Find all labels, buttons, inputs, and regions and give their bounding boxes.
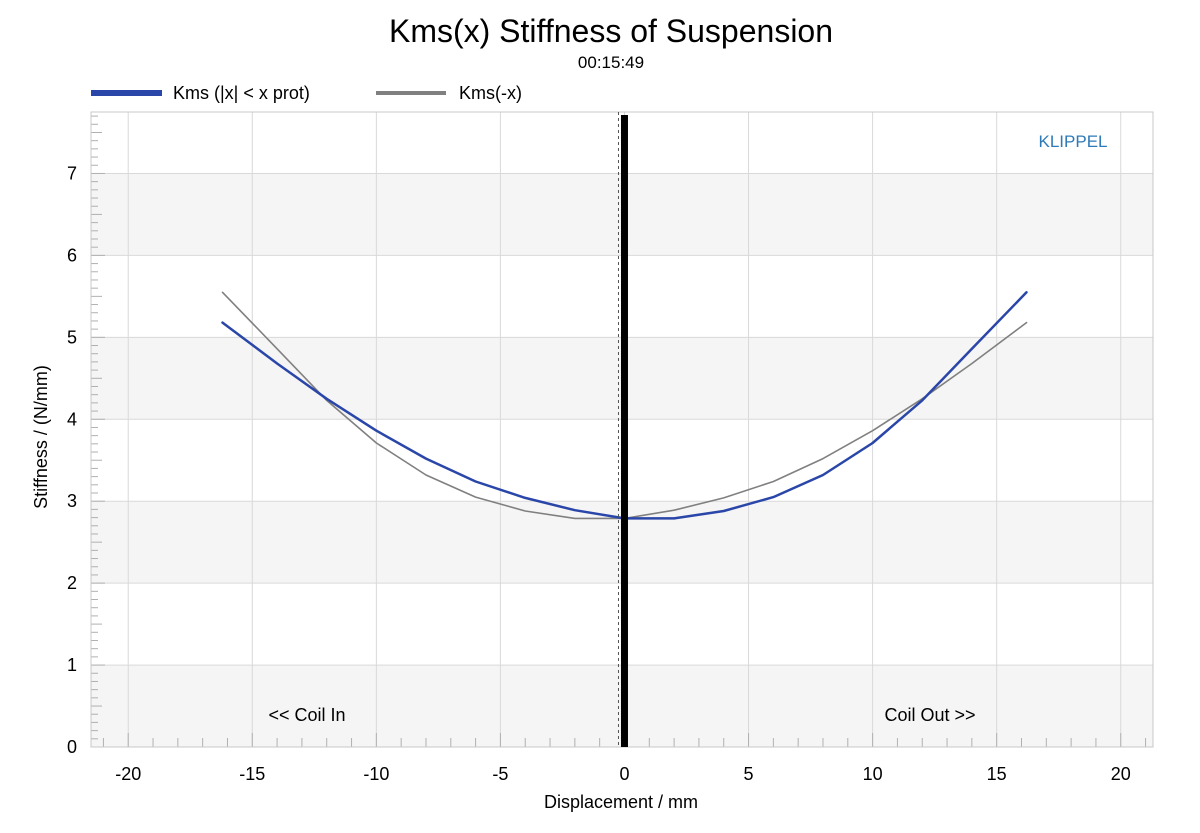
y-tick-label: 7: [67, 163, 77, 183]
y-tick-label: 2: [67, 573, 77, 593]
legend-label-kms: Kms (|x| < x prot): [173, 83, 310, 103]
chart-subtitle: 00:15:49: [578, 53, 644, 72]
legend: Kms (|x| < x prot) Kms(-x): [91, 83, 522, 103]
x-tick-label: 0: [619, 764, 629, 784]
x-tick-label: -10: [363, 764, 389, 784]
annotation-coil-in: << Coil In: [268, 705, 345, 725]
annotation-coil-out: Coil Out >>: [884, 705, 975, 725]
x-tick-label: -20: [115, 764, 141, 784]
y-tick-label: 0: [67, 737, 77, 757]
minor-ticks: [91, 115, 1147, 748]
legend-label-kms-neg: Kms(-x): [459, 83, 522, 103]
x-tick-label: 15: [987, 764, 1007, 784]
y-tick-label: 1: [67, 655, 77, 675]
x-tick-labels: -20 -15 -10 -5 0 5 10 15 20: [115, 764, 1131, 784]
chart-title: Kms(x) Stiffness of Suspension: [389, 13, 833, 49]
y-axis-label: Stiffness / (N/mm): [31, 365, 51, 509]
x-tick-label: -5: [492, 764, 508, 784]
klippel-watermark: KLIPPEL: [1039, 132, 1108, 151]
y-tick-label: 5: [67, 327, 77, 347]
x-tick-label: 5: [744, 764, 754, 784]
x-tick-label: 10: [863, 764, 883, 784]
x-axis-label: Displacement / mm: [544, 792, 698, 812]
displacement-marker: [617, 112, 628, 747]
y-tick-labels: 0 1 2 3 4 5 6 7: [67, 163, 77, 757]
x-tick-label: -15: [239, 764, 265, 784]
y-tick-label: 6: [67, 245, 77, 265]
x-tick-label: 20: [1111, 764, 1131, 784]
y-tick-label: 3: [67, 491, 77, 511]
y-tick-label: 4: [67, 409, 77, 429]
